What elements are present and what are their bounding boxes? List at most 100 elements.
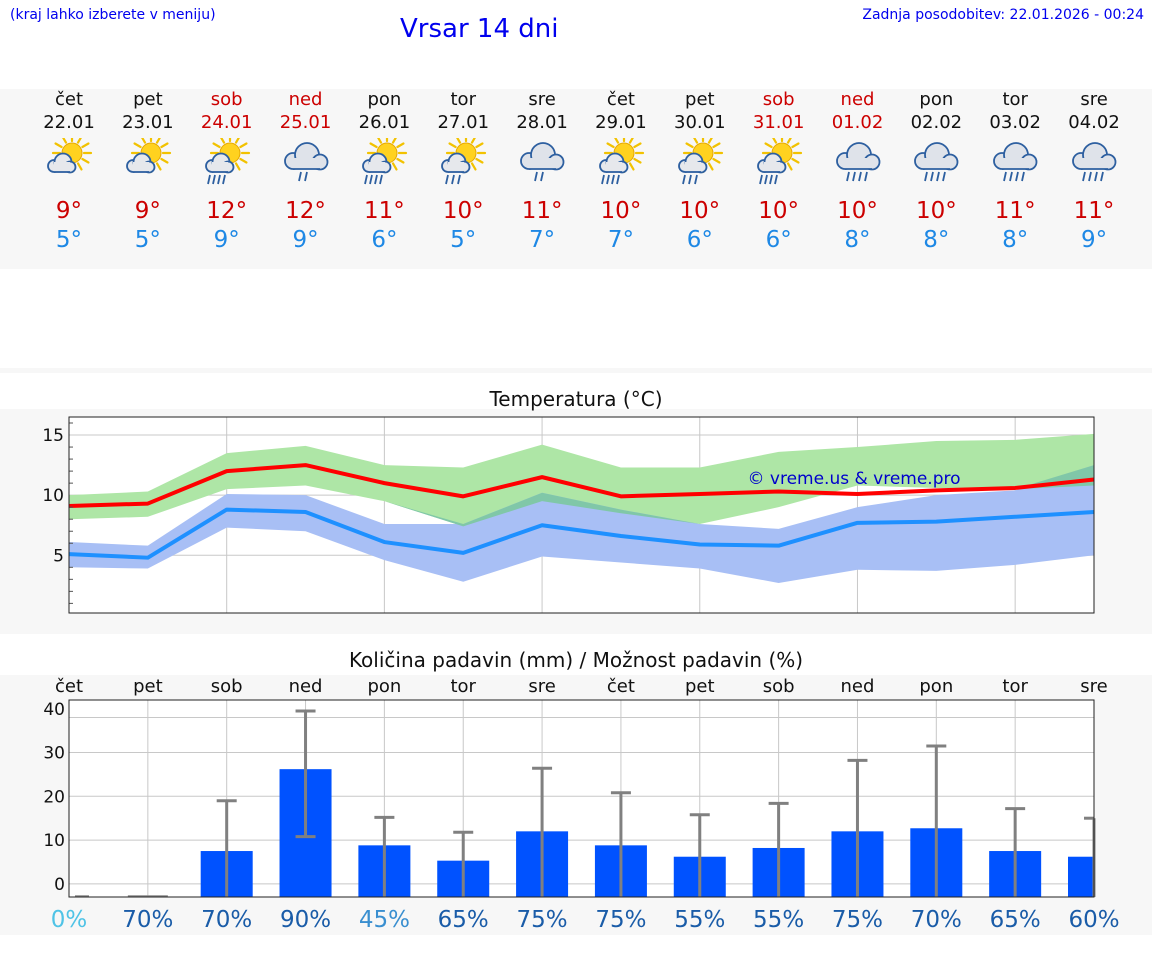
sun-ray bbox=[707, 162, 714, 171]
day-label: ned bbox=[289, 676, 323, 697]
day-label: pon bbox=[367, 676, 401, 697]
day-date: 26.01 bbox=[358, 112, 411, 133]
day-label: pet bbox=[133, 676, 163, 697]
day-name: tor bbox=[1002, 89, 1028, 110]
cloud bbox=[204, 152, 235, 174]
day-name: sre bbox=[528, 89, 556, 110]
precipitation-probability: 55% bbox=[674, 907, 725, 933]
location-hint: (kraj lahko izberete v meniju) bbox=[10, 7, 216, 23]
cloud bbox=[441, 152, 471, 174]
day-label: sre bbox=[1080, 676, 1107, 697]
max-temperature: 11° bbox=[364, 198, 405, 224]
day-date: 04.02 bbox=[1068, 112, 1120, 133]
min-temperature: 7° bbox=[607, 227, 634, 253]
max-temperature: 10° bbox=[758, 198, 800, 224]
min-temperature: 9° bbox=[1080, 227, 1108, 253]
max-temperature: 10° bbox=[915, 198, 957, 224]
watermark: © vreme.us & vreme.pro bbox=[747, 469, 960, 489]
precipitation-probability: 70% bbox=[911, 907, 962, 933]
cloud bbox=[756, 152, 787, 174]
day-label: ned bbox=[841, 676, 875, 697]
day-name: čet bbox=[54, 89, 84, 110]
raindrop bbox=[206, 174, 211, 185]
raindrop bbox=[845, 171, 850, 182]
max-temperature: 9° bbox=[134, 198, 161, 224]
sun-cloud-light-rain-icon bbox=[441, 138, 487, 185]
sun-cloud-light-rain-icon bbox=[677, 138, 723, 185]
day-name: pon bbox=[367, 89, 402, 110]
cloud-fill bbox=[369, 162, 386, 172]
day-date: 22.01 bbox=[43, 112, 95, 133]
sun-ray bbox=[471, 162, 477, 171]
sun-ray bbox=[76, 138, 82, 144]
sun-cloud-rain-icon bbox=[362, 138, 408, 185]
day-date: 31.01 bbox=[752, 112, 805, 133]
precipitation-probability: 75% bbox=[517, 907, 568, 933]
cloud bbox=[993, 142, 1038, 171]
precipitation-probability: 75% bbox=[595, 907, 646, 933]
day-label: tor bbox=[450, 676, 476, 697]
raindrop bbox=[1082, 171, 1086, 182]
day-date: 23.01 bbox=[122, 112, 174, 133]
precipitation-probability: 65% bbox=[438, 907, 489, 933]
cloud-rain-icon bbox=[835, 142, 880, 182]
day-name: pet bbox=[685, 89, 715, 110]
raindrop bbox=[379, 174, 384, 185]
y-tick-label: 15 bbox=[42, 426, 64, 446]
cloud bbox=[1072, 142, 1117, 171]
last-updated: Zadnja posodobitev: 22.01.2026 - 00:24 bbox=[862, 7, 1144, 23]
cloud bbox=[283, 142, 328, 171]
sun-ray bbox=[377, 138, 383, 144]
day-name wkend: sob bbox=[762, 89, 795, 110]
raindrop bbox=[364, 174, 369, 185]
max-temperature: 10° bbox=[442, 198, 484, 224]
max-temperature: 10° bbox=[600, 198, 642, 224]
sun-ray bbox=[707, 138, 713, 144]
day-name: pon bbox=[919, 89, 954, 110]
min-temperature: 5° bbox=[450, 227, 477, 253]
raindrop bbox=[863, 171, 868, 182]
raindrop bbox=[1015, 171, 1020, 182]
precipitation-probability: 90% bbox=[280, 907, 331, 933]
day-name: tor bbox=[450, 89, 476, 110]
sun-ray bbox=[712, 157, 721, 164]
sun-cloud-icon bbox=[47, 138, 93, 174]
day-label: pet bbox=[685, 676, 715, 697]
sun-ray bbox=[685, 142, 694, 149]
sun-ray bbox=[140, 138, 146, 144]
day-name: pet bbox=[133, 89, 163, 110]
sun-ray bbox=[392, 138, 398, 144]
raindrop bbox=[1100, 171, 1104, 182]
raindrop bbox=[773, 174, 778, 185]
sun-ray bbox=[76, 162, 83, 171]
raindrop bbox=[1094, 171, 1098, 182]
sun-ray bbox=[692, 138, 698, 144]
sun-ray bbox=[614, 138, 620, 144]
sun-ray bbox=[392, 162, 398, 171]
max-temperature: 11° bbox=[994, 198, 1036, 224]
raindrop bbox=[1021, 171, 1026, 182]
cloud-fill bbox=[529, 158, 557, 169]
max-temperature: 11° bbox=[521, 198, 563, 224]
precipitation-bar bbox=[1068, 856, 1094, 897]
sun-ray bbox=[790, 157, 800, 164]
raindrop bbox=[601, 174, 605, 185]
cloud-light-rain-icon bbox=[520, 142, 565, 182]
day-date: 03.02 bbox=[989, 112, 1041, 133]
raindrop bbox=[857, 171, 862, 182]
raindrop bbox=[534, 171, 538, 182]
raindrop bbox=[303, 171, 308, 182]
cloud-fill bbox=[1002, 158, 1030, 169]
precipitation-probability: 70% bbox=[201, 907, 252, 933]
forecast-strip-background bbox=[0, 89, 1152, 269]
raindrop bbox=[1003, 171, 1008, 182]
precipitation-probability: 60% bbox=[1068, 907, 1119, 933]
y-tick-label: 40 bbox=[43, 700, 65, 720]
day-label: čet bbox=[607, 676, 635, 697]
sun-ray bbox=[396, 157, 405, 164]
cloud-fill bbox=[211, 162, 228, 172]
sun-ray bbox=[81, 157, 90, 164]
min-temperature: 5° bbox=[55, 227, 83, 253]
sun-ray bbox=[712, 142, 721, 149]
raindrop bbox=[216, 174, 221, 185]
